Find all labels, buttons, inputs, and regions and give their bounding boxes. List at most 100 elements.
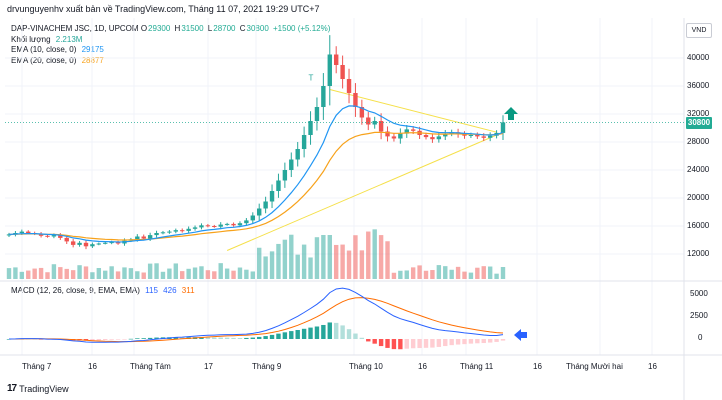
candle-body	[218, 224, 223, 227]
x-tick-16-dec: 16	[648, 362, 657, 371]
candle-body	[83, 242, 89, 247]
volume-bar	[154, 263, 159, 279]
candle-body	[333, 54, 339, 65]
candle-body	[19, 231, 25, 233]
volume-bar	[385, 241, 390, 279]
volume-bar	[58, 267, 63, 279]
candle-body	[147, 235, 153, 239]
volume-bar	[481, 266, 486, 279]
volume-bar	[51, 264, 57, 279]
volume-bar	[19, 271, 25, 279]
ema20-row[interactable]: EMA (20, close, 0) 28877	[11, 56, 330, 67]
volume-bar	[147, 263, 153, 279]
volume-bar	[141, 272, 146, 279]
volume-bar	[38, 267, 44, 279]
macd-histogram-bar	[398, 339, 403, 350]
macd-histogram-bar	[154, 337, 159, 339]
volume-bar	[417, 265, 422, 279]
candle-body	[205, 225, 211, 227]
volume-bar	[224, 268, 230, 279]
macd-histogram-bar	[346, 329, 352, 339]
volume-bar	[378, 235, 384, 279]
tradingview-footer[interactable]: 17 TradingView	[7, 383, 69, 394]
currency-badge[interactable]: VND	[686, 23, 712, 38]
volume-bar	[346, 250, 352, 279]
candle-body	[487, 135, 493, 138]
ohlc-values: O29300 H31500 L28700 C30800	[141, 24, 273, 33]
candle-body	[160, 232, 166, 234]
candle-body	[224, 223, 230, 225]
candle-body	[51, 235, 57, 237]
macd-label: MACD (12, 26, close, 9, EMA, EMA)	[11, 286, 140, 295]
macd-histogram-bar	[141, 338, 146, 339]
ema10-value: 29175	[81, 45, 104, 54]
candle-body	[443, 133, 448, 137]
macd-signal-line	[9, 297, 504, 343]
macd-histogram-bar	[372, 339, 377, 344]
volume-label: Khối lượng	[11, 34, 51, 44]
symbol-label: DAP-VINACHEM JSC, 1D, UPCOM	[11, 24, 139, 33]
x-tick-16-nov: 16	[533, 362, 542, 371]
volume-bar	[186, 268, 191, 279]
candle-body	[346, 79, 352, 93]
macd-histogram-bar	[462, 339, 467, 345]
macd-histogram-bar	[385, 339, 390, 348]
candle-body	[64, 237, 69, 242]
volume-bar	[398, 270, 403, 279]
macd-histogram-bar	[244, 337, 249, 339]
volume-bar	[167, 268, 172, 279]
volume-bar	[404, 270, 409, 279]
volume-bar	[6, 268, 12, 279]
candle-body	[462, 134, 467, 136]
ema20-value: 28877	[81, 55, 104, 65]
volume-bar	[295, 254, 300, 279]
volume-bar	[26, 270, 31, 279]
volume-bar	[410, 267, 416, 279]
macd-histogram-bar	[314, 326, 320, 339]
candle-body	[289, 159, 294, 170]
volume-bar	[276, 243, 281, 279]
volume-bar	[462, 271, 467, 279]
candle-body	[391, 136, 397, 139]
symbol-row[interactable]: DAP-VINACHEM JSC, 1D, UPCOM O29300 H3150…	[11, 24, 330, 35]
volume-bar	[115, 271, 121, 279]
volume-bar	[443, 266, 448, 279]
ema10-line	[8, 105, 504, 243]
volume-bar	[289, 234, 294, 279]
candle-body	[263, 201, 268, 209]
candle-body	[276, 180, 281, 191]
volume-row[interactable]: Khối lượng 2.213M	[11, 35, 330, 46]
macd-histogram-bar	[147, 337, 153, 339]
candle-body	[321, 86, 326, 107]
volume-bar	[468, 272, 474, 279]
triangle-lower-line	[226, 134, 497, 251]
candle-body	[192, 227, 198, 229]
ohlc-high: H31500	[174, 24, 204, 33]
macd-hist-value: 311	[181, 286, 195, 295]
last-price-tag: 30800	[686, 117, 712, 129]
price-tick-20000: 20000	[687, 193, 710, 202]
macd-histogram-bar	[417, 339, 422, 349]
macd-legend[interactable]: MACD (12, 26, close, 9, EMA, EMA) 115 42…	[11, 286, 198, 295]
macd-histogram-bar	[269, 334, 275, 339]
macd-histogram-bar	[359, 337, 365, 339]
candle-body	[340, 65, 345, 79]
candle-body	[404, 129, 409, 134]
volume-bar	[333, 244, 339, 279]
volume-bar	[321, 235, 326, 279]
volume-bar	[45, 272, 50, 279]
macd-histogram-bar	[500, 339, 506, 341]
annotation-letter: T	[309, 73, 314, 82]
macd-histogram-bar	[96, 339, 102, 341]
ohlc-open: O29300	[140, 24, 171, 33]
volume-bar	[231, 270, 236, 279]
macd-histogram-bar	[494, 339, 499, 342]
macd-histogram-bar	[115, 339, 121, 340]
macd-histogram-bar	[231, 337, 236, 339]
macd-histogram-bar	[436, 339, 442, 347]
volume-bar	[257, 247, 262, 279]
x-tick-16-jul: 16	[88, 362, 97, 371]
macd-histogram-bar	[410, 339, 416, 349]
ema10-row[interactable]: EMA (10, close, 0) 29175	[11, 45, 330, 56]
